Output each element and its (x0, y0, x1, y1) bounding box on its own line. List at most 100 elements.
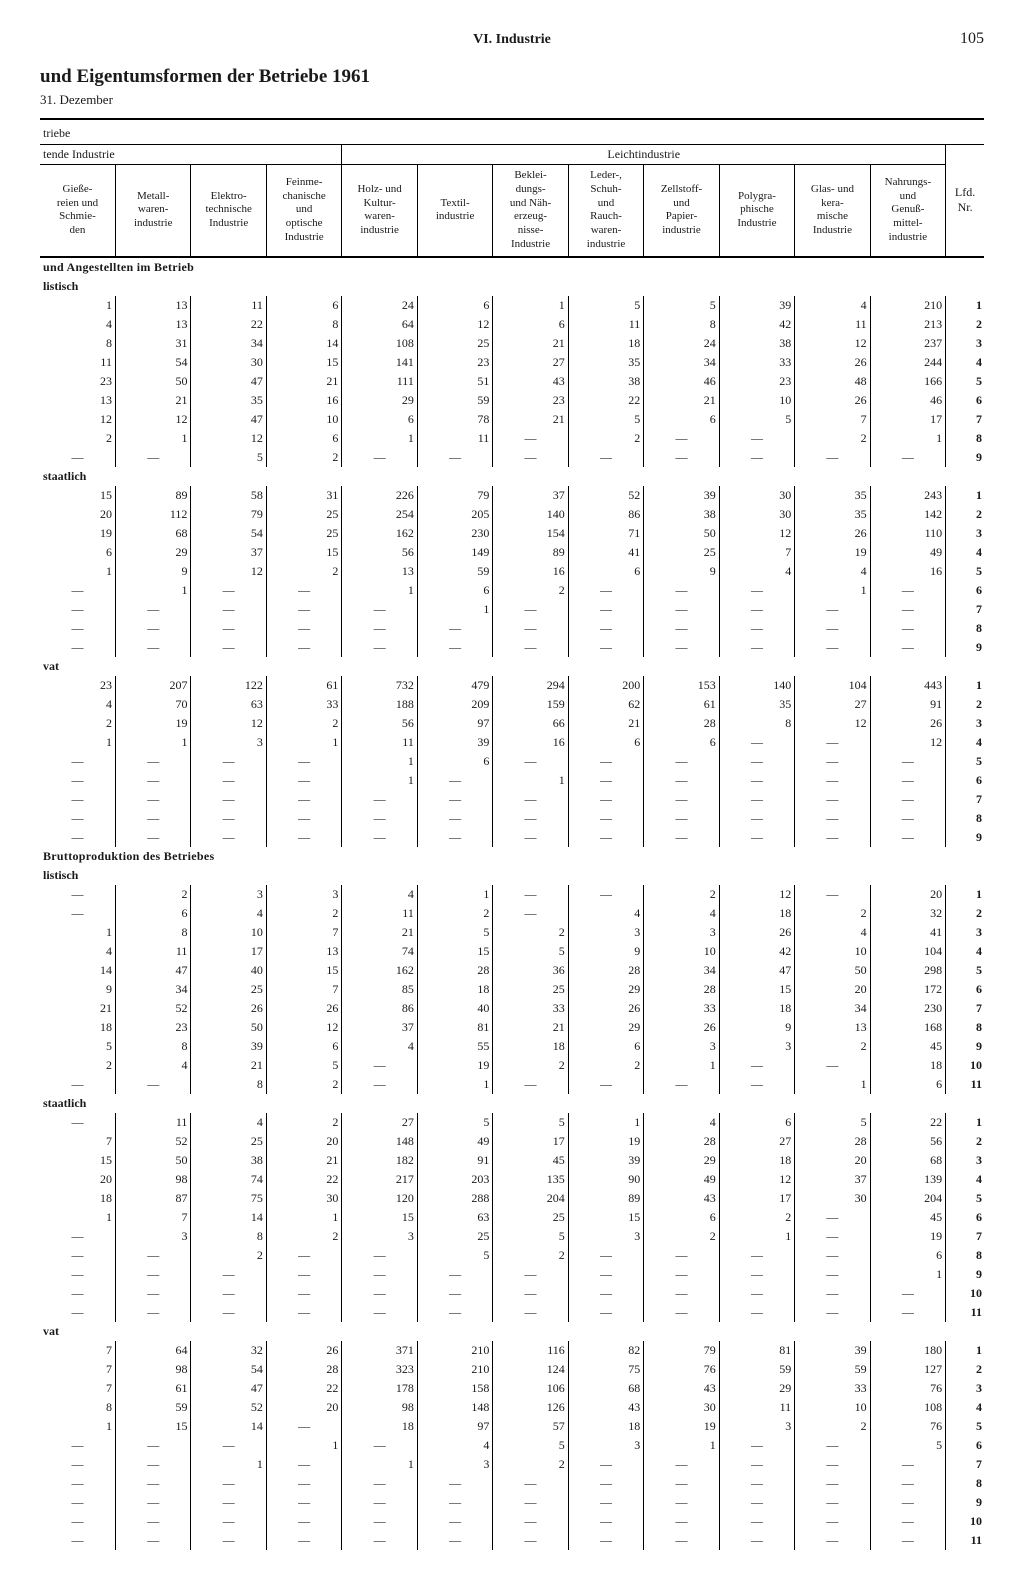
data-cell: 21 (266, 372, 341, 391)
data-cell: 31 (115, 334, 190, 353)
lfd-cell: 7 (946, 410, 984, 429)
data-cell: 21 (115, 391, 190, 410)
data-cell: 11 (719, 1398, 794, 1417)
data-cell: — (266, 809, 341, 828)
data-cell: — (795, 1455, 870, 1474)
data-cell: — (342, 1265, 417, 1284)
data-cell: 1 (191, 1455, 266, 1474)
data-cell: 204 (870, 1189, 945, 1208)
data-cell: — (40, 1512, 115, 1531)
data-cell: — (795, 1227, 870, 1246)
data-cell: 5 (191, 448, 266, 467)
data-cell: 13 (115, 315, 190, 334)
lfd-cell: 11 (946, 1303, 984, 1322)
data-cell: — (719, 771, 794, 790)
data-cell: 12 (417, 315, 492, 334)
lfd-cell: 8 (946, 1474, 984, 1493)
data-cell: 12 (795, 714, 870, 733)
data-cell: 4 (417, 1436, 492, 1455)
data-cell: — (644, 581, 719, 600)
data-cell: 25 (266, 524, 341, 543)
data-cell: — (493, 828, 568, 847)
data-cell: 15 (266, 353, 341, 372)
data-cell: 7 (40, 1379, 115, 1398)
lfd-cell: 2 (946, 695, 984, 714)
data-cell: 98 (115, 1170, 190, 1189)
col-header-2: Elektro-technischeIndustrie (191, 165, 266, 257)
data-cell: — (870, 600, 945, 619)
data-cell: — (644, 1512, 719, 1531)
lfd-cell: 1 (946, 486, 984, 505)
data-cell: — (719, 1493, 794, 1512)
data-cell: 27 (342, 1113, 417, 1132)
data-cell: 33 (644, 999, 719, 1018)
data-cell: 11 (795, 315, 870, 334)
data-cell: 188 (342, 695, 417, 714)
lfd-cell: 10 (946, 1284, 984, 1303)
table-row: ————————————9 (40, 1493, 984, 1512)
data-cell: — (568, 1265, 643, 1284)
data-cell: — (644, 1531, 719, 1550)
data-cell: 21 (191, 1056, 266, 1075)
data-cell: 5 (568, 410, 643, 429)
data-cell: 13 (342, 562, 417, 581)
data-cell: — (719, 448, 794, 467)
data-cell: 5 (40, 1037, 115, 1056)
sub-title: listisch (40, 866, 984, 885)
data-cell: 2 (795, 1417, 870, 1436)
table-row: ——2——52————68 (40, 1246, 984, 1265)
data-cell: — (266, 581, 341, 600)
data-cell: 1 (266, 733, 341, 752)
data-cell: 19 (568, 1132, 643, 1151)
lfd-cell: 4 (946, 733, 984, 752)
data-cell: 23 (493, 391, 568, 410)
data-cell: — (719, 809, 794, 828)
data-cell: 4 (40, 695, 115, 714)
data-cell: 148 (342, 1132, 417, 1151)
data-cell: 97 (417, 714, 492, 733)
data-cell: 56 (870, 1132, 945, 1151)
data-cell: 7 (266, 980, 341, 999)
data-cell: 54 (115, 353, 190, 372)
lfd-cell: 2 (946, 1132, 984, 1151)
data-cell: 22 (870, 1113, 945, 1132)
data-cell: — (719, 828, 794, 847)
data-cell: 1 (870, 1265, 945, 1284)
data-cell: — (795, 600, 870, 619)
data-cell: 40 (191, 961, 266, 980)
data-cell: 15 (719, 980, 794, 999)
data-cell: — (568, 581, 643, 600)
data-cell: — (40, 1474, 115, 1493)
data-cell: 1 (40, 1208, 115, 1227)
data-cell: 159 (493, 695, 568, 714)
data-cell: 3 (568, 1436, 643, 1455)
data-cell: 2 (191, 1246, 266, 1265)
data-cell: 141 (342, 353, 417, 372)
data-cell: 7 (40, 1360, 115, 1379)
data-cell: 37 (795, 1170, 870, 1189)
data-cell: — (115, 1075, 190, 1094)
data-cell: — (719, 1512, 794, 1531)
data-cell: 139 (870, 1170, 945, 1189)
table-row: 201127925254205140863830351422 (40, 505, 984, 524)
data-cell: — (493, 885, 568, 904)
data-cell: 1 (795, 1075, 870, 1094)
data-cell: — (719, 1436, 794, 1455)
header-leicht: Leichtindustrie (342, 145, 946, 165)
data-cell: 203 (417, 1170, 492, 1189)
data-cell: 43 (644, 1189, 719, 1208)
data-cell: 4 (40, 942, 115, 961)
lfd-cell: 7 (946, 790, 984, 809)
data-cell: — (795, 1056, 870, 1075)
table-row: 191221359166944165 (40, 562, 984, 581)
data-cell: 1 (644, 1056, 719, 1075)
data-cell: 30 (719, 505, 794, 524)
data-cell: 17 (719, 1189, 794, 1208)
data-cell: 34 (644, 353, 719, 372)
data-cell: 2 (493, 1455, 568, 1474)
data-cell: 15 (417, 942, 492, 961)
data-cell: 8 (115, 923, 190, 942)
data-cell: — (568, 1284, 643, 1303)
data-cell: 74 (191, 1170, 266, 1189)
data-cell: — (870, 638, 945, 657)
